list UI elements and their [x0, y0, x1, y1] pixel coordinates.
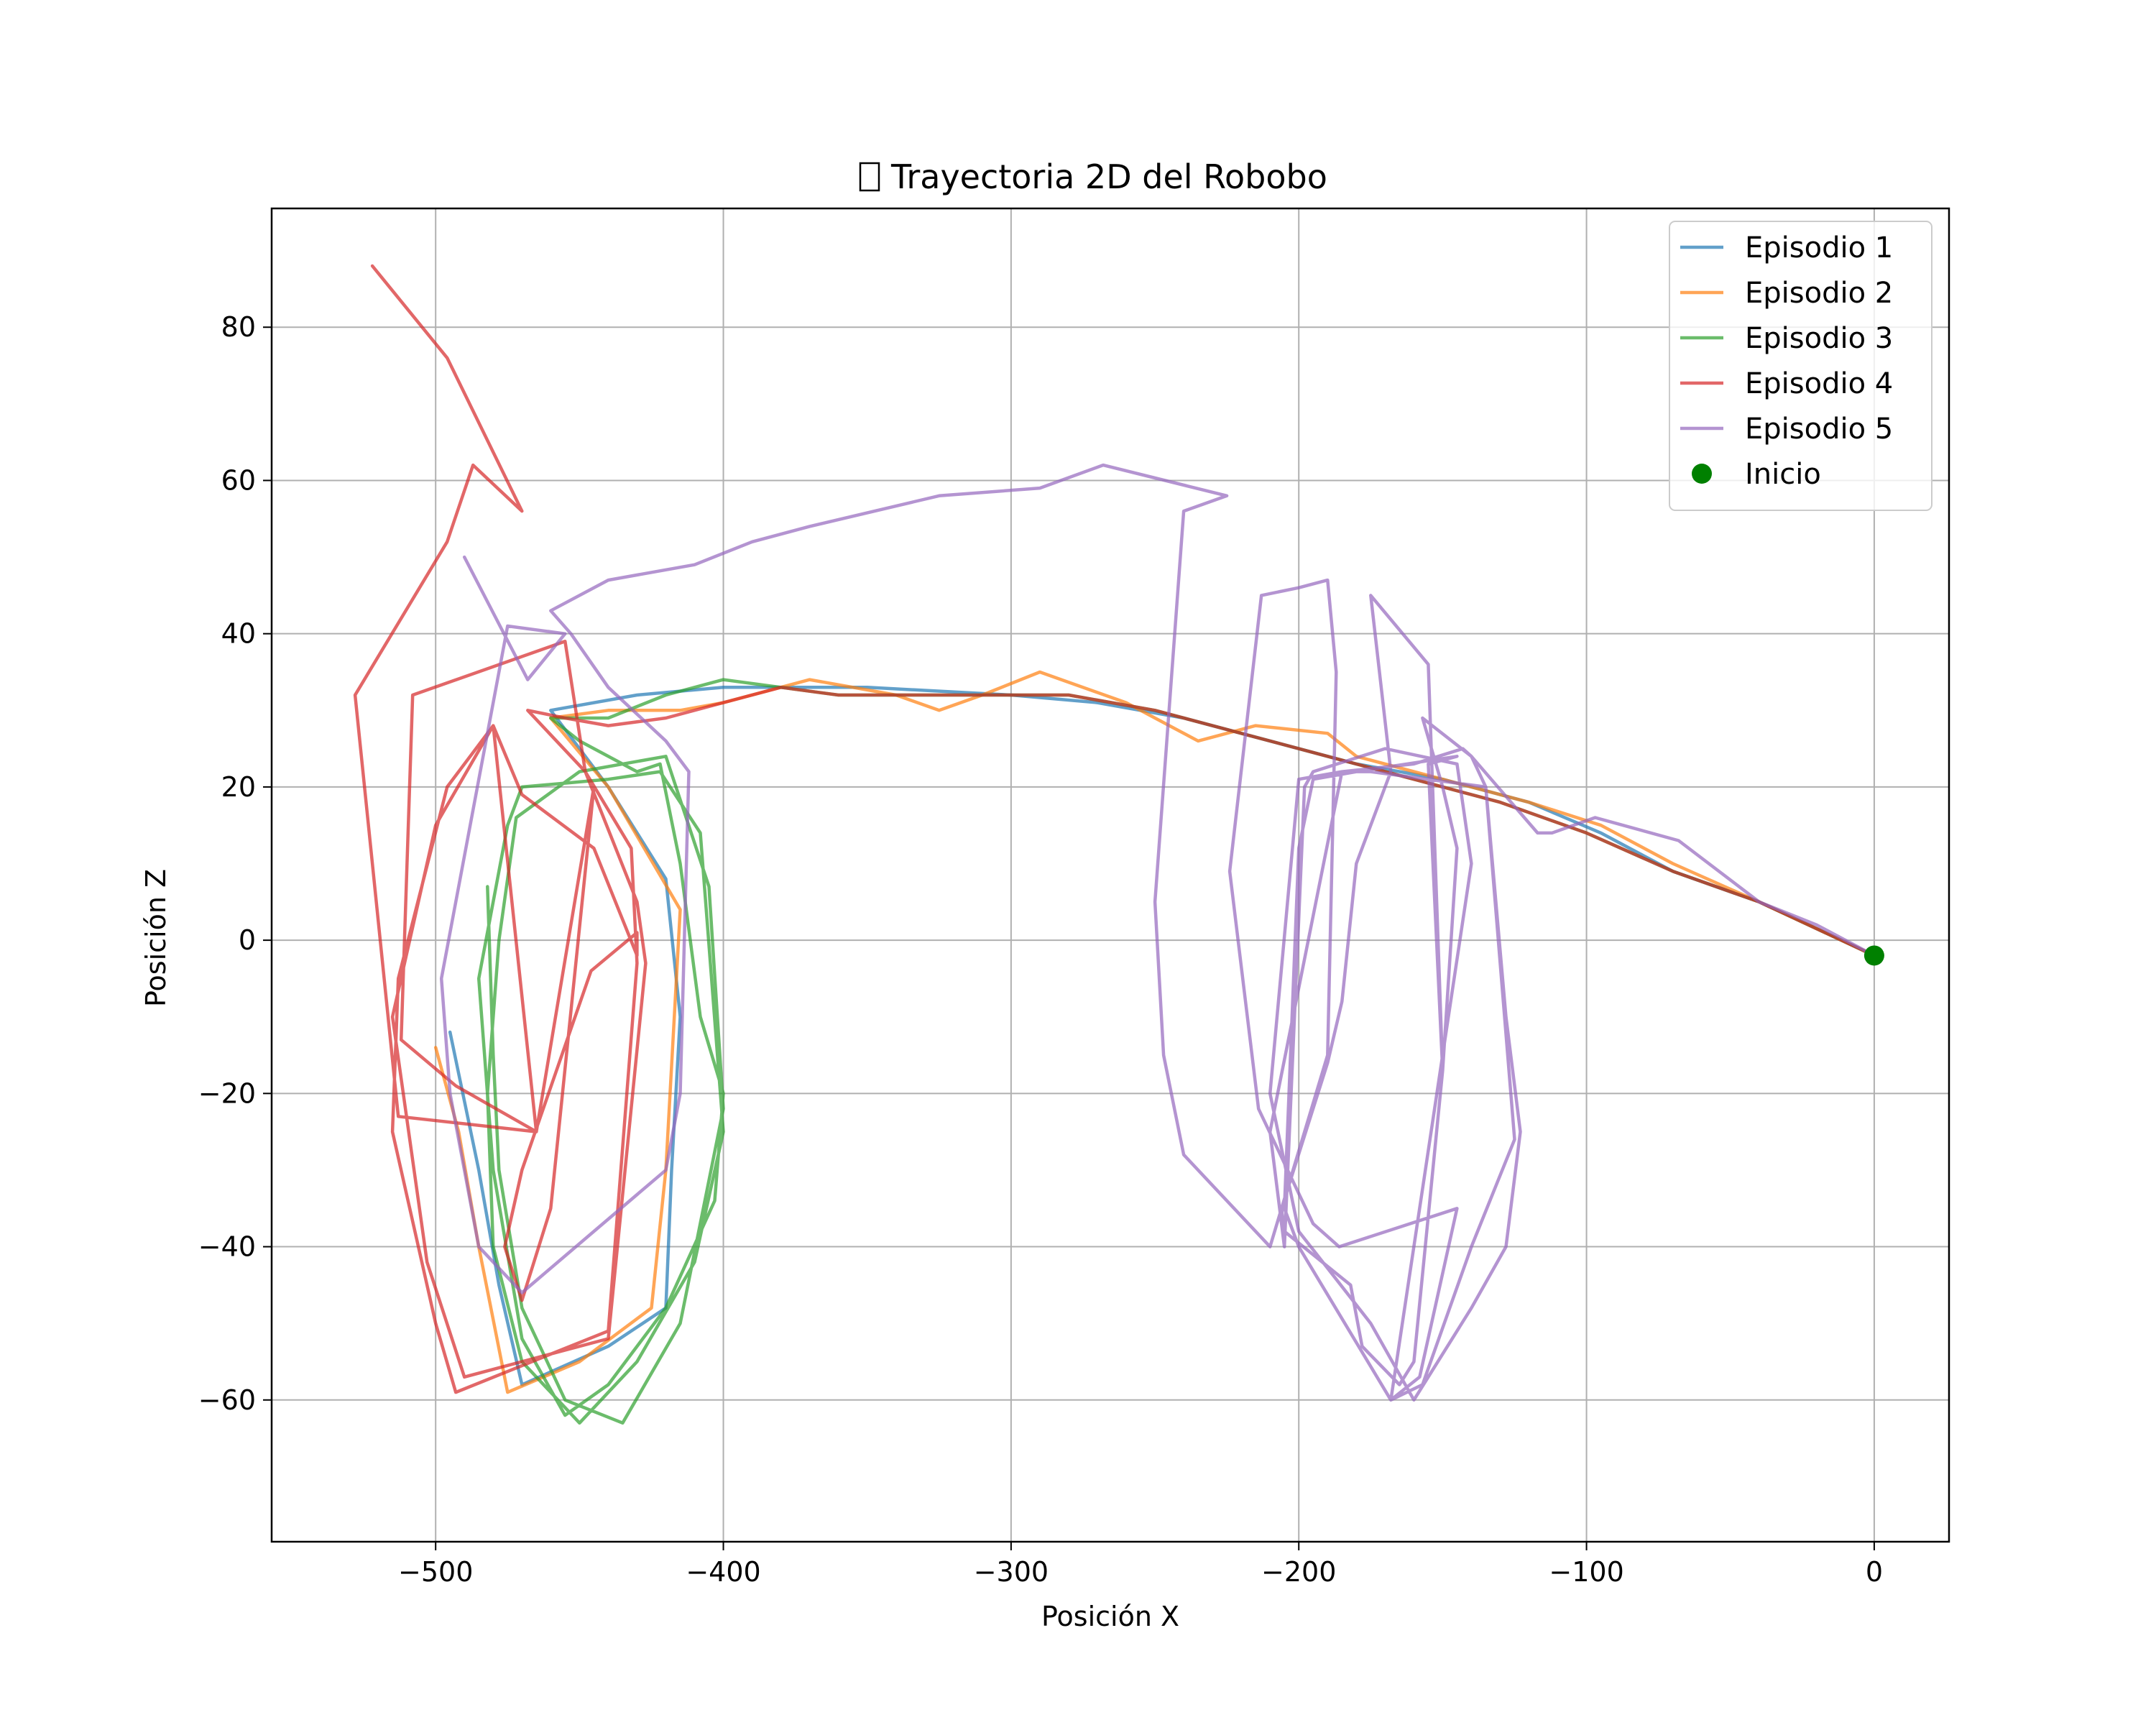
x-tick-label: −300	[974, 1556, 1049, 1588]
x-axis-label: Posición X	[1041, 1601, 1179, 1632]
y-tick-label: 0	[239, 924, 256, 956]
x-tick-label: 0	[1866, 1556, 1883, 1588]
legend-label: Episodio 2	[1745, 277, 1893, 310]
y-tick-label: 60	[221, 464, 256, 496]
chart-title: Trayectoria 2D del Robobo	[890, 157, 1327, 196]
y-tick-label: 20	[221, 771, 256, 803]
y-tick-label: 40	[221, 618, 256, 650]
series-line-episodio-5	[439, 463, 1876, 1402]
legend-label: Episodio 3	[1745, 322, 1893, 355]
legend-label: Episodio 1	[1745, 231, 1893, 264]
legend-marker	[1692, 464, 1712, 484]
y-axis-label: Posición Z	[140, 869, 172, 1007]
axes-border	[270, 207, 1950, 1543]
x-tick-label: −100	[1549, 1556, 1623, 1588]
chart-title-group: Trayectoria 2D del Robobo	[859, 157, 1327, 196]
legend: Episodio 1 Episodio 2 Episodio 3 Episodio 4…	[1669, 221, 1932, 511]
y-tick-label: 80	[221, 311, 256, 343]
y-tick-label: −40	[198, 1231, 256, 1263]
missing-glyph-box-icon	[859, 162, 880, 192]
legend-label: Episodio 4	[1745, 367, 1893, 400]
x-tick-label: −500	[398, 1556, 473, 1588]
start-marker	[1864, 945, 1884, 966]
x-tick-label: −400	[686, 1556, 760, 1588]
legend-label: Inicio	[1745, 458, 1821, 491]
legend-box	[1669, 221, 1932, 511]
series-line-episodio-4	[353, 264, 1876, 1394]
plot-area	[353, 264, 1884, 1425]
axes-frame	[270, 207, 1950, 1543]
y-tick-label: −20	[198, 1077, 256, 1109]
x-tick-label: −200	[1261, 1556, 1336, 1588]
y-tick-label: −60	[198, 1384, 256, 1416]
legend-label: Episodio 5	[1745, 413, 1893, 446]
